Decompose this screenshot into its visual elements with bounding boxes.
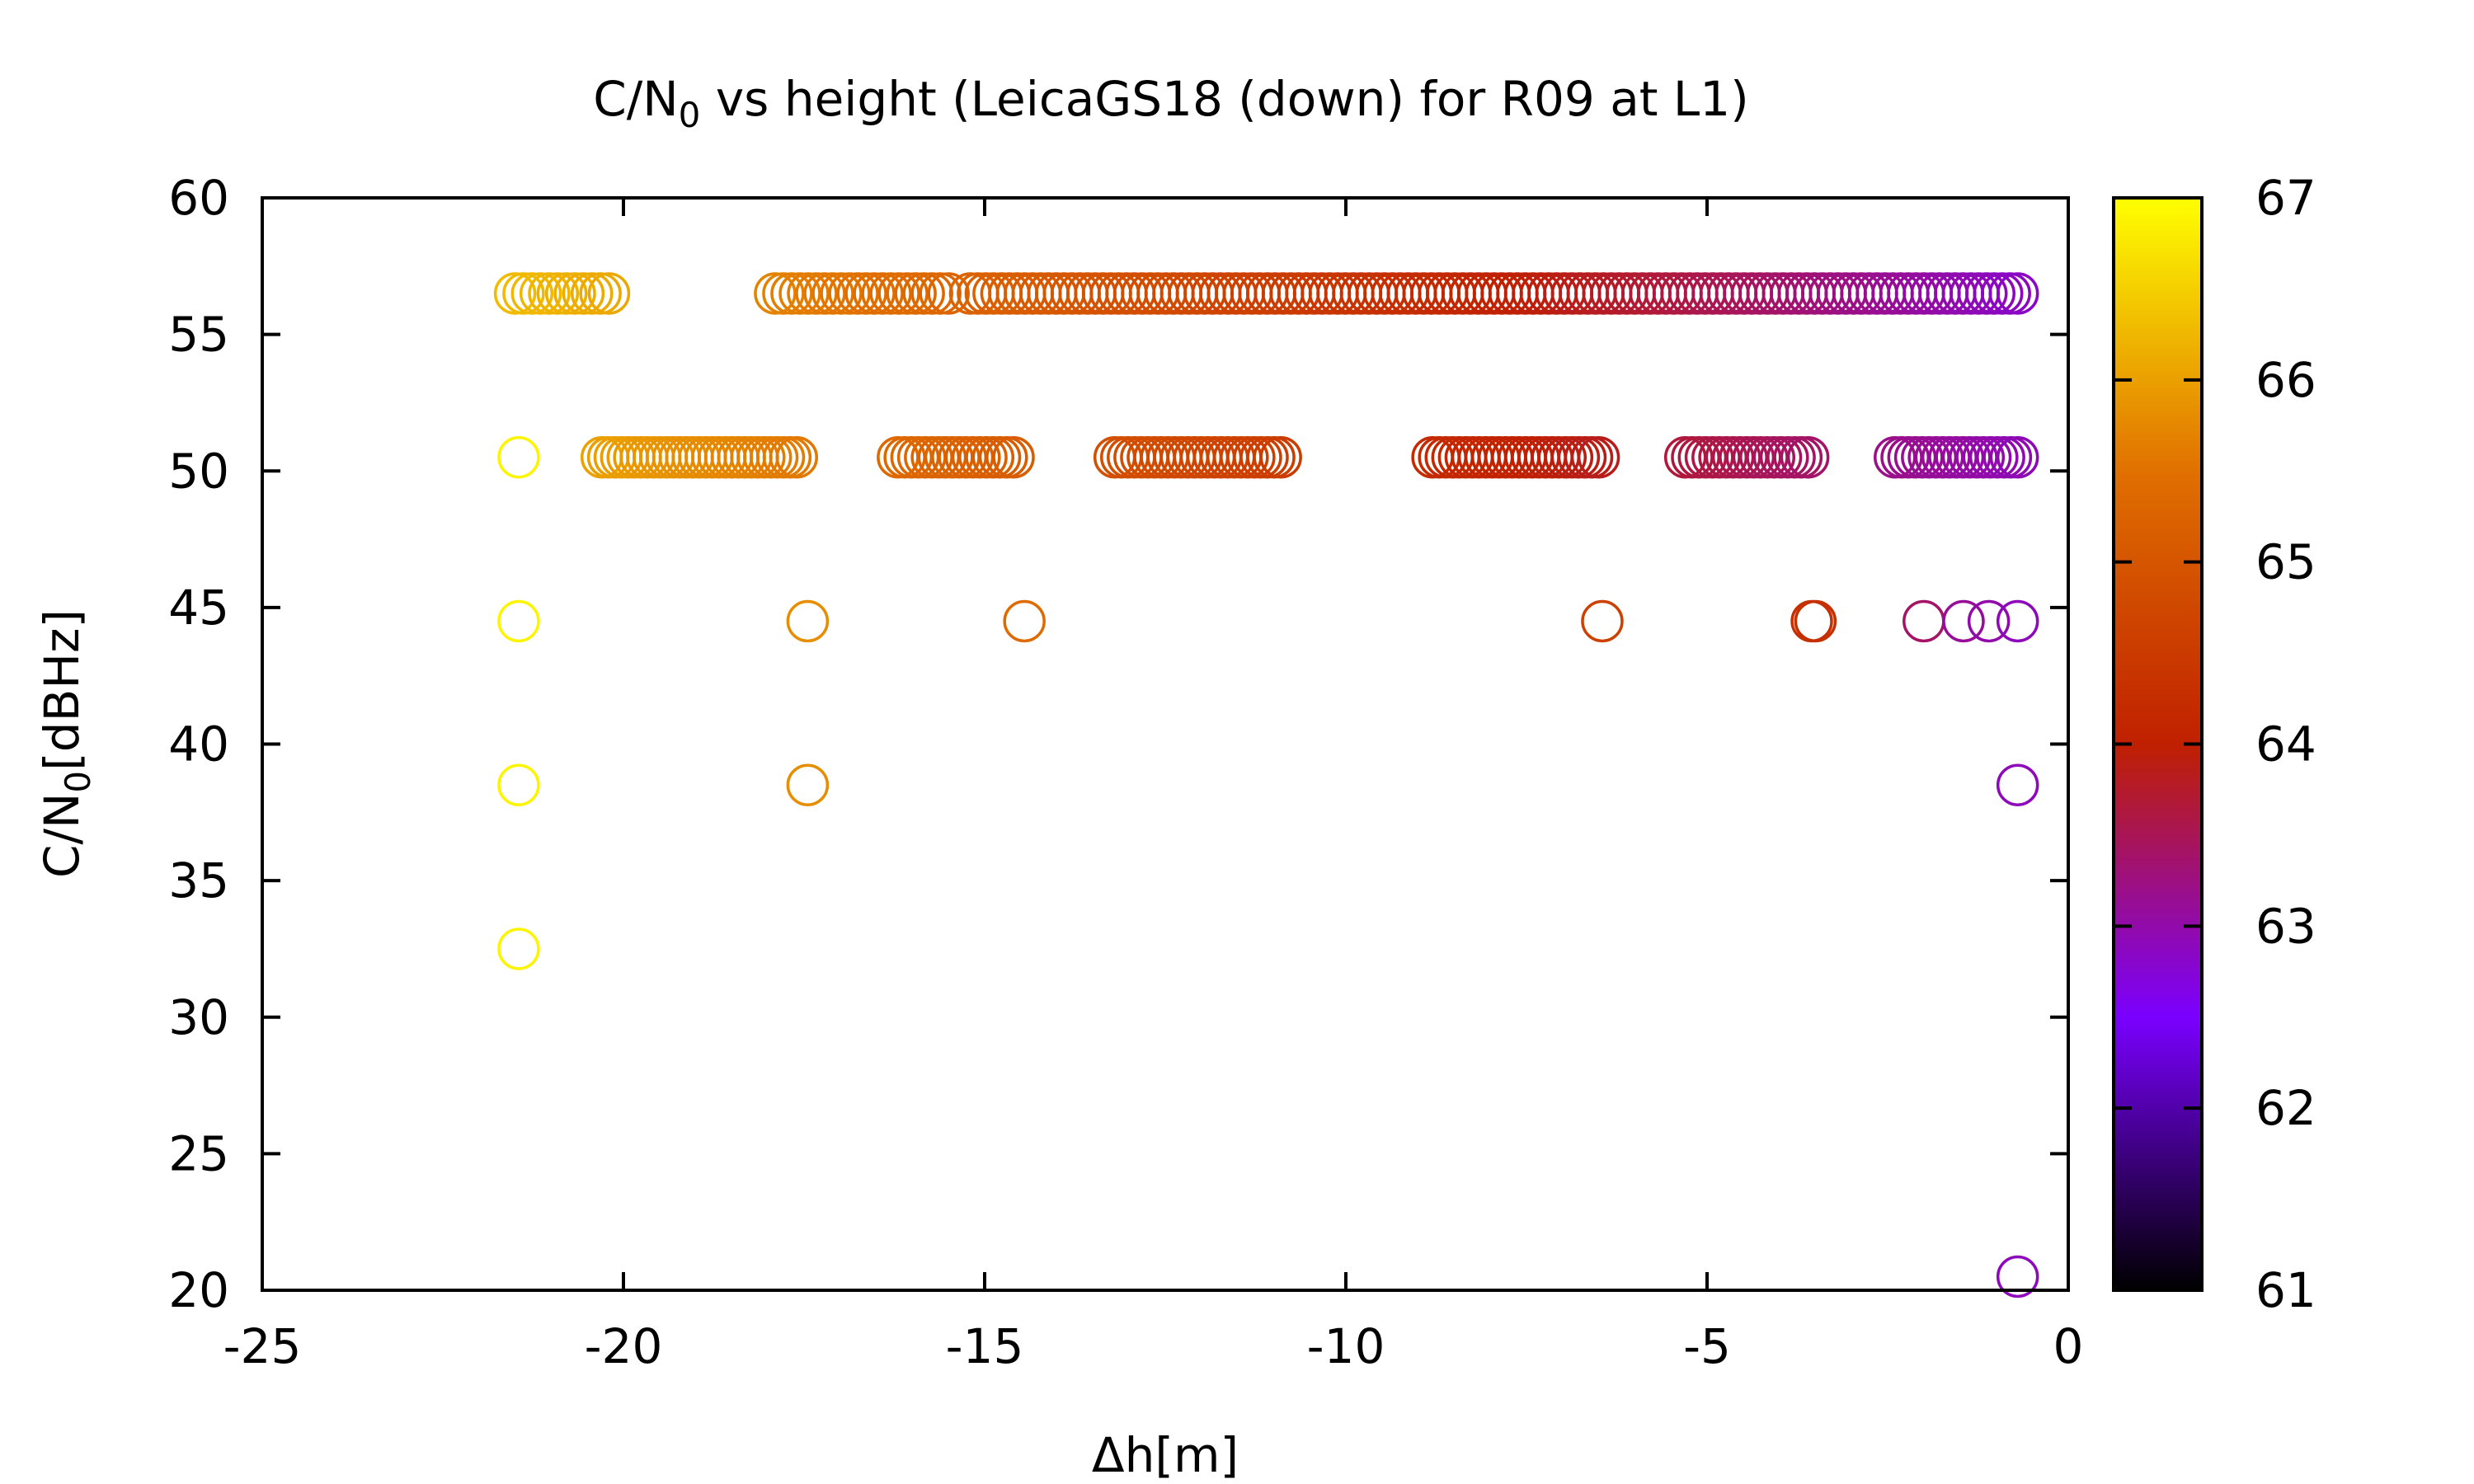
y-tick-label: 20 [168, 1262, 229, 1318]
data-point [497, 435, 540, 479]
data-point [902, 272, 945, 315]
data-point [770, 272, 813, 315]
y-tick-label: 35 [168, 852, 229, 909]
data-point [497, 599, 540, 643]
data-point [553, 272, 596, 315]
data-point [992, 435, 1035, 479]
data-point [844, 272, 887, 315]
data-point [544, 272, 588, 315]
data-point [562, 272, 605, 315]
colorbar-tick-label: 65 [2255, 534, 2316, 590]
y-tick-label: 30 [168, 989, 229, 1045]
title-subscript: 0 [679, 95, 701, 135]
data-point [1996, 435, 2039, 479]
data-point [1980, 272, 2024, 315]
data-point [1988, 272, 2031, 315]
data-point [927, 272, 970, 315]
y-axis-label: C/N0[dBHz] [34, 609, 98, 878]
data-point [579, 272, 622, 315]
data-point [1996, 272, 2039, 315]
y-tick-label: 60 [168, 170, 229, 226]
x-axis: -25 -20 -15 -10 -5 0 [223, 198, 2084, 1374]
data-point [861, 272, 904, 315]
data-point [919, 272, 962, 315]
data-point [1903, 599, 1945, 643]
x-tick-label: -15 [946, 1318, 1024, 1374]
data-point [1259, 435, 1302, 479]
plot-frame [261, 196, 2070, 1292]
data-point [1794, 599, 1837, 643]
data-point [894, 272, 937, 315]
colorbar-tick-label: 63 [2255, 898, 2316, 954]
ylabel-subscript: 0 [58, 771, 98, 793]
data-point [528, 272, 571, 315]
data-point [497, 763, 540, 806]
data-point [836, 272, 879, 315]
ylabel-main: C/N [34, 793, 90, 878]
data-point [828, 272, 871, 315]
data-point [571, 272, 614, 315]
colorbar-tick-label: 61 [2255, 1262, 2316, 1318]
data-point [510, 272, 554, 315]
x-tick-label: -25 [223, 1318, 302, 1374]
y-tick-label: 25 [168, 1125, 229, 1181]
data-point [754, 272, 797, 315]
data-point [1973, 272, 2015, 315]
data-point [1942, 599, 1985, 643]
data-point [1996, 763, 2039, 806]
data-point [1996, 599, 2039, 643]
data-point [786, 763, 830, 806]
y-tick-label: 50 [168, 443, 229, 499]
data-point [536, 272, 580, 315]
y-tick-label: 40 [168, 716, 229, 773]
data-point [787, 272, 830, 315]
data-point [1577, 435, 1620, 479]
data-point [786, 599, 830, 643]
data-point [869, 272, 912, 315]
x-tick-label: -10 [1307, 1318, 1385, 1374]
ylabel-rest: [dBHz] [34, 609, 90, 771]
data-point [1003, 599, 1046, 643]
data-point [775, 435, 818, 479]
chart-title: C/N0 vs height (LeicaGS18 (down) for R09… [593, 71, 1749, 135]
data-point [519, 272, 562, 315]
colorbar-tick-label: 67 [2255, 170, 2316, 226]
data-point [1790, 599, 1833, 643]
y-tick-label: 45 [168, 580, 229, 636]
data-point [497, 928, 540, 970]
data-point [493, 272, 537, 315]
data-point [803, 272, 846, 315]
data-point [502, 272, 545, 315]
x-axis-label: Δh[m] [1092, 1427, 1239, 1483]
data-point [886, 272, 929, 315]
data-point [762, 272, 805, 315]
title-rest: vs height (LeicaGS18 (down) for R09 at L… [700, 71, 1748, 127]
x-tick-label: 0 [2053, 1318, 2084, 1374]
data-point [811, 272, 854, 315]
colorbar-ticks: 61 62 63 64 65 66 67 [2114, 170, 2316, 1318]
data-point [1786, 435, 1830, 479]
y-tick-label: 55 [168, 307, 229, 363]
data-point [778, 272, 821, 315]
data-point [877, 272, 920, 315]
data-point [795, 272, 838, 315]
x-tick-label: -5 [1683, 1318, 1731, 1374]
data-point [820, 272, 863, 315]
scatter-markers [493, 272, 2039, 1298]
title-main: C/N [593, 71, 678, 127]
data-point [1581, 599, 1624, 643]
data-point [587, 272, 631, 315]
colorbar-tick-label: 66 [2255, 352, 2316, 408]
data-point [1996, 1255, 2039, 1298]
data-point [1965, 272, 2008, 315]
colorbar-tick-label: 62 [2255, 1080, 2316, 1136]
colorbar-tick-label: 64 [2255, 716, 2316, 773]
data-point [1967, 599, 2011, 643]
data-point [853, 272, 896, 315]
x-tick-label: -20 [585, 1318, 663, 1374]
y-axis: 20 25 30 35 40 45 50 55 60 [168, 170, 2068, 1318]
